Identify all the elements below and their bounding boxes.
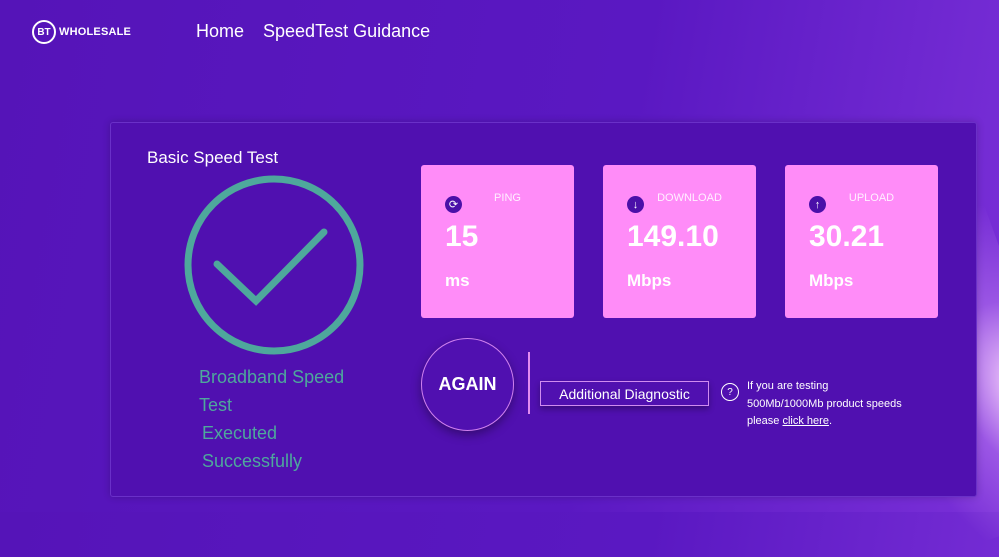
page-title: Basic Speed Test bbox=[147, 148, 279, 167]
ping-icon: ⟳ bbox=[445, 196, 462, 213]
card-unit: Mbps bbox=[809, 271, 854, 290]
additional-diagnostic-button[interactable]: Additional Diagnostic bbox=[540, 381, 709, 406]
card-label: PING bbox=[494, 192, 521, 204]
nav-home[interactable]: Home bbox=[196, 21, 245, 41]
divider bbox=[528, 352, 530, 414]
info-suffix: . bbox=[828, 415, 833, 427]
success-check-icon bbox=[184, 175, 364, 355]
status-line: Successfully bbox=[202, 451, 303, 471]
status-line: Test bbox=[199, 395, 233, 415]
card-value: 30.21 bbox=[809, 220, 885, 253]
info-text: If you are testing 500Mb/1000Mb product … bbox=[747, 378, 927, 431]
status-message: Broadband Speed Test Executed Successful… bbox=[199, 363, 369, 475]
card-value: 15 bbox=[445, 220, 479, 253]
ping-card: ⟳ PING 15 ms bbox=[421, 165, 574, 318]
info-prefix: please bbox=[747, 415, 783, 427]
arrow-down-icon: ↓ bbox=[627, 196, 644, 213]
status-line: Executed bbox=[202, 423, 278, 443]
card-label: UPLOAD bbox=[848, 192, 895, 204]
logo-text: WHOLESALE bbox=[59, 26, 132, 38]
status-line: Broadband Speed bbox=[199, 367, 345, 387]
logo-bt: BT bbox=[32, 20, 56, 44]
card-unit: ms bbox=[445, 271, 470, 290]
nav-speedtest-guidance[interactable]: SpeedTest Guidance bbox=[263, 21, 431, 41]
info-line: If you are testing bbox=[747, 380, 829, 392]
info-line: 500Mb/1000Mb product speeds bbox=[747, 397, 902, 410]
bt-wholesale-logo[interactable]: BT WHOLESALE bbox=[32, 20, 131, 44]
card-label: DOWNLOAD bbox=[657, 192, 722, 204]
again-button[interactable]: AGAIN bbox=[421, 338, 514, 431]
card-unit: Mbps bbox=[627, 271, 672, 290]
upload-card: ↑ UPLOAD 30.21 Mbps bbox=[785, 165, 938, 318]
info-line: please click here. bbox=[747, 413, 927, 431]
main-nav: Home SpeedTest Guidance bbox=[196, 21, 430, 42]
card-value: 149.10 bbox=[627, 220, 719, 253]
click-here-link[interactable]: click here bbox=[782, 415, 829, 427]
arrow-up-icon: ↑ bbox=[809, 196, 826, 213]
download-card: ↓ DOWNLOAD 149.10 Mbps bbox=[603, 165, 756, 318]
help-icon[interactable]: ? bbox=[721, 383, 739, 401]
